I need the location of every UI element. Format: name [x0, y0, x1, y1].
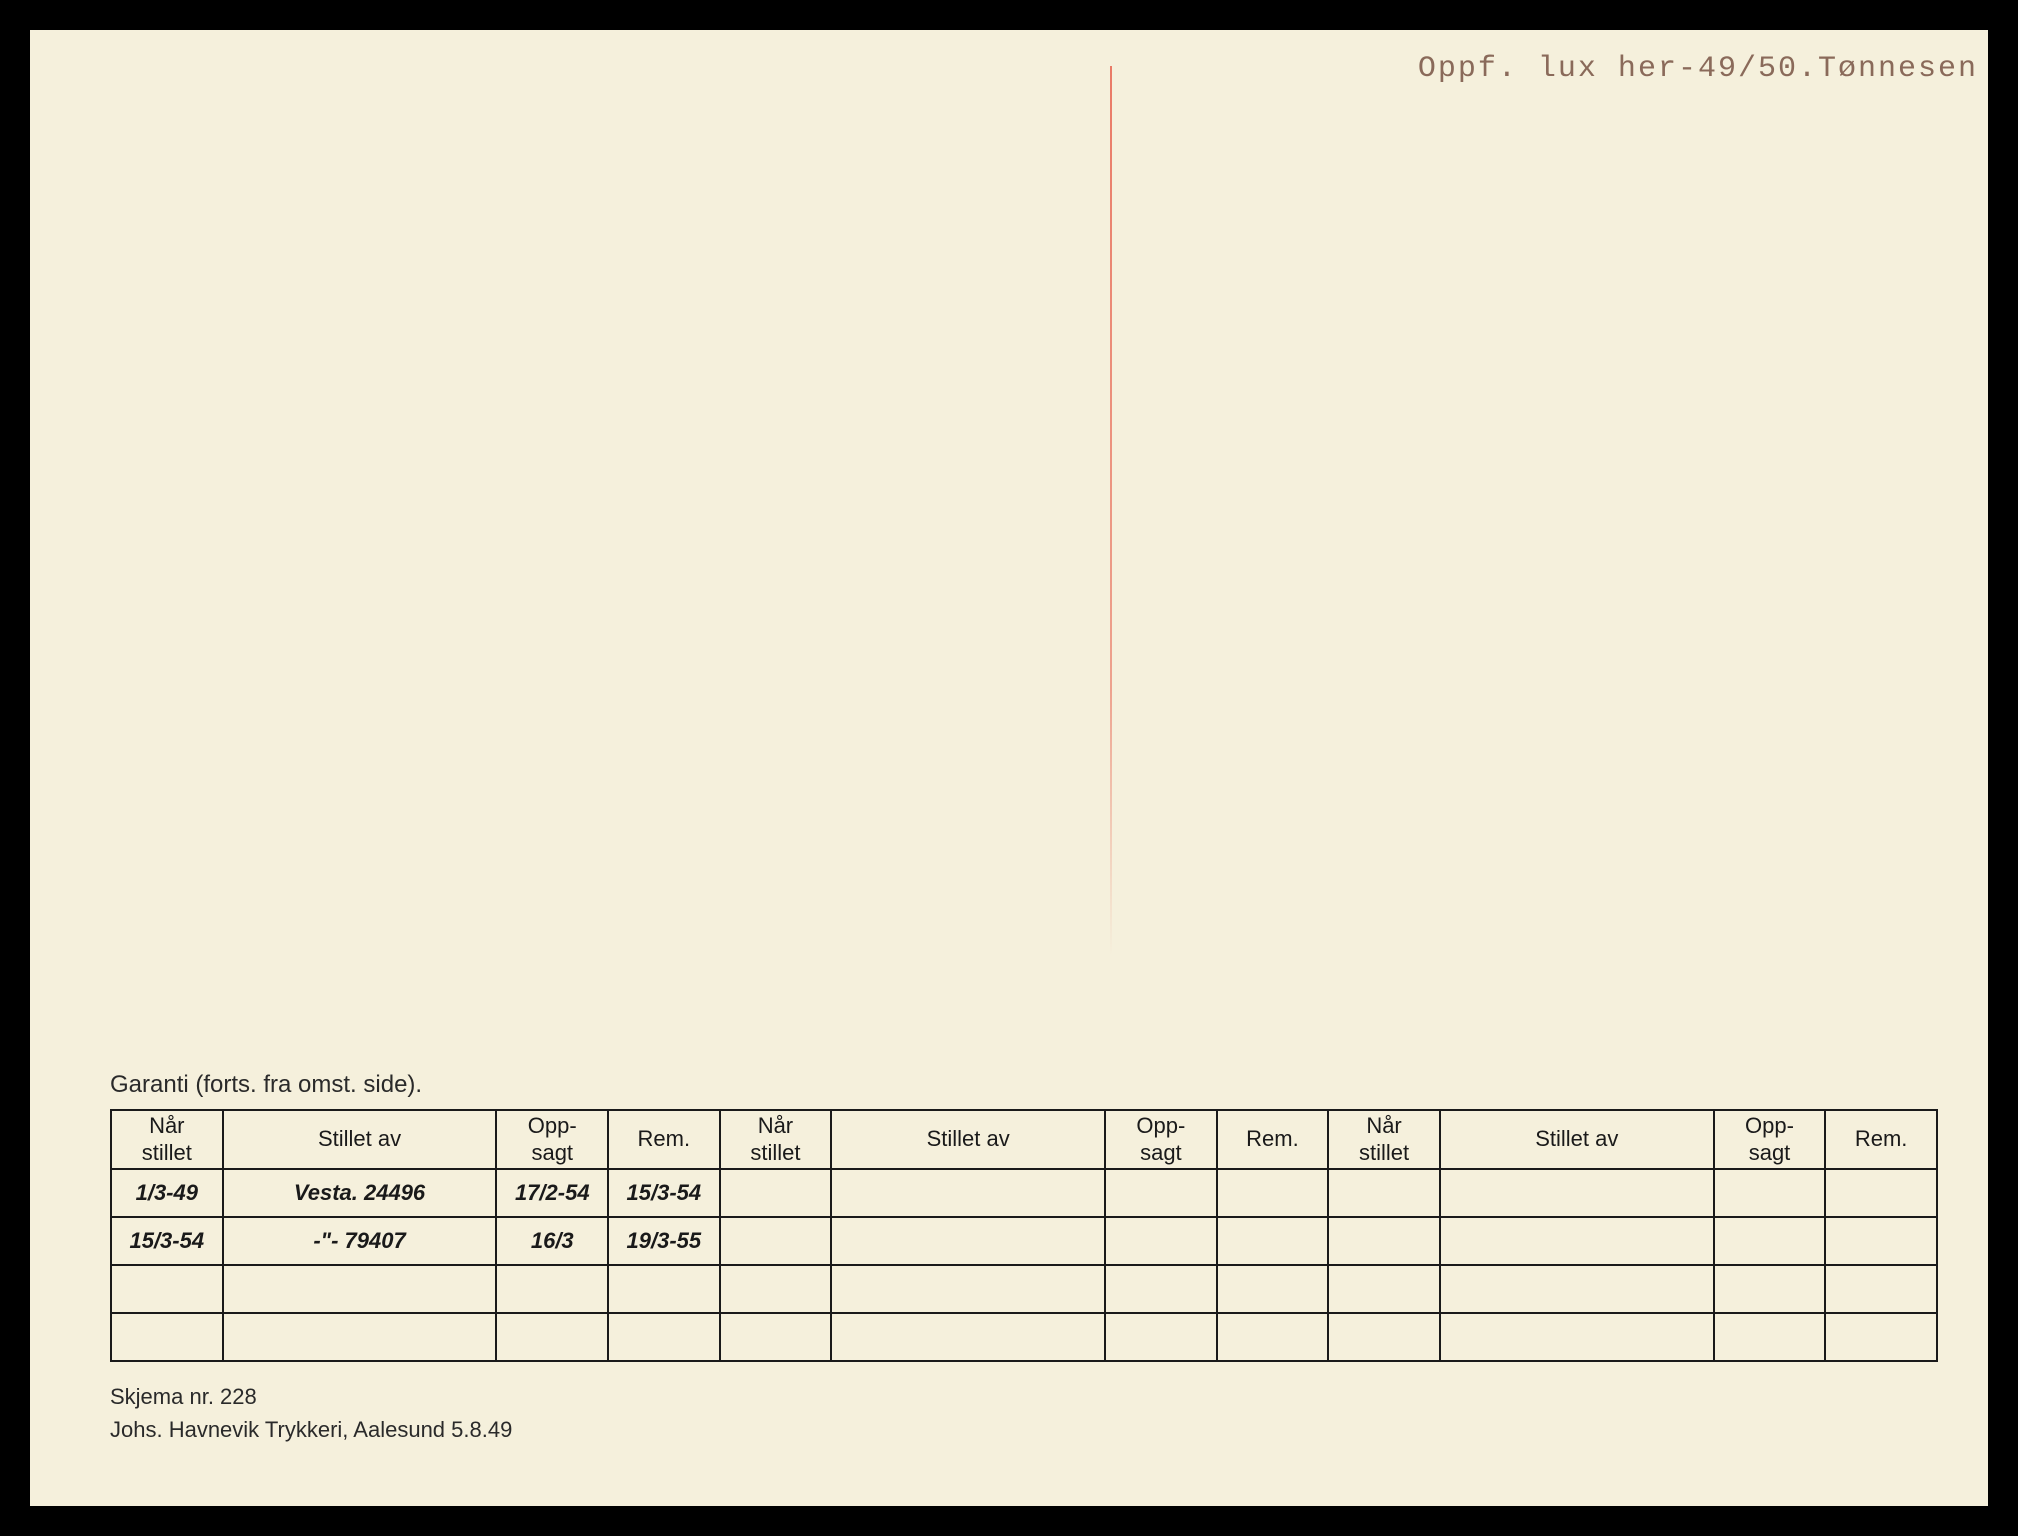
document-card: Oppf. lux her-49/50.Tønnesen Garanti (fo… [30, 30, 1988, 1506]
cell [1328, 1265, 1440, 1313]
table-row: 1/3-49 Vesta. 24496 17/2-54 15/3-54 [111, 1169, 1937, 1217]
footer-skjema: Skjema nr. 228 [110, 1380, 1938, 1413]
cell [608, 1313, 720, 1361]
table-row [111, 1313, 1937, 1361]
table-body: 1/3-49 Vesta. 24496 17/2-54 15/3-54 [111, 1169, 1937, 1361]
cell [1714, 1265, 1826, 1313]
col-oppsagt: Opp-sagt [1714, 1110, 1826, 1169]
cell: 16/3 [496, 1217, 608, 1265]
cell [1328, 1313, 1440, 1361]
cell [1714, 1217, 1826, 1265]
table-header-row: Nårstillet Stillet av Opp-sagt Rem. Nårs… [111, 1110, 1937, 1169]
cell [1714, 1313, 1826, 1361]
cell [831, 1313, 1105, 1361]
red-pencil-mark [1110, 66, 1112, 956]
table-row: 15/3-54 -"- 79407 16/3 19/3-55 [111, 1217, 1937, 1265]
cell [1217, 1169, 1329, 1217]
cell: 17/2-54 [496, 1169, 608, 1217]
cell [1440, 1265, 1714, 1313]
cell [1440, 1169, 1714, 1217]
cell: -"- 79407 [223, 1217, 497, 1265]
cell [1217, 1313, 1329, 1361]
col-rem: Rem. [1217, 1110, 1329, 1169]
cell: 1/3-49 [111, 1169, 223, 1217]
col-stillet-av: Stillet av [1440, 1110, 1714, 1169]
garanti-table: Nårstillet Stillet av Opp-sagt Rem. Nårs… [110, 1109, 1938, 1362]
cell [608, 1265, 720, 1313]
footer-printer: Johs. Havnevik Trykkeri, Aalesund 5.8.49 [110, 1413, 1938, 1446]
cell [831, 1217, 1105, 1265]
form-area: Garanti (forts. fra omst. side). Nårstil… [110, 1071, 1938, 1446]
cell [720, 1169, 832, 1217]
cell: 15/3-54 [111, 1217, 223, 1265]
cell [1825, 1169, 1937, 1217]
col-rem: Rem. [1825, 1110, 1937, 1169]
cell [496, 1265, 608, 1313]
cell [1440, 1217, 1714, 1265]
typed-annotation: Oppf. lux her-49/50.Tønnesen [1418, 52, 1978, 86]
cell: 15/3-54 [608, 1169, 720, 1217]
cell [1825, 1265, 1937, 1313]
cell [831, 1265, 1105, 1313]
cell [1440, 1313, 1714, 1361]
cell [1825, 1217, 1937, 1265]
cell [1105, 1265, 1217, 1313]
col-rem: Rem. [608, 1110, 720, 1169]
table-row [111, 1265, 1937, 1313]
col-oppsagt: Opp-sagt [496, 1110, 608, 1169]
cell [1328, 1217, 1440, 1265]
cell [1825, 1313, 1937, 1361]
cell [1714, 1169, 1826, 1217]
cell [1105, 1313, 1217, 1361]
cell: Vesta. 24496 [223, 1169, 497, 1217]
cell [223, 1313, 497, 1361]
cell [1328, 1169, 1440, 1217]
cell: 19/3-55 [608, 1217, 720, 1265]
cell [720, 1217, 832, 1265]
col-stillet-av: Stillet av [831, 1110, 1105, 1169]
cell [1217, 1217, 1329, 1265]
table-caption: Garanti (forts. fra omst. side). [110, 1071, 1938, 1099]
cell [1105, 1217, 1217, 1265]
cell [720, 1313, 832, 1361]
cell [496, 1313, 608, 1361]
col-oppsagt: Opp-sagt [1105, 1110, 1217, 1169]
cell [831, 1169, 1105, 1217]
cell [111, 1265, 223, 1313]
scan-frame: Oppf. lux her-49/50.Tønnesen Garanti (fo… [0, 0, 2018, 1536]
cell [223, 1265, 497, 1313]
col-nar-stillet: Nårstillet [111, 1110, 223, 1169]
cell [111, 1313, 223, 1361]
col-nar-stillet: Nårstillet [1328, 1110, 1440, 1169]
cell [720, 1265, 832, 1313]
col-stillet-av: Stillet av [223, 1110, 497, 1169]
form-footer: Skjema nr. 228 Johs. Havnevik Trykkeri, … [110, 1380, 1938, 1446]
cell [1105, 1169, 1217, 1217]
cell [1217, 1265, 1329, 1313]
col-nar-stillet: Nårstillet [720, 1110, 832, 1169]
